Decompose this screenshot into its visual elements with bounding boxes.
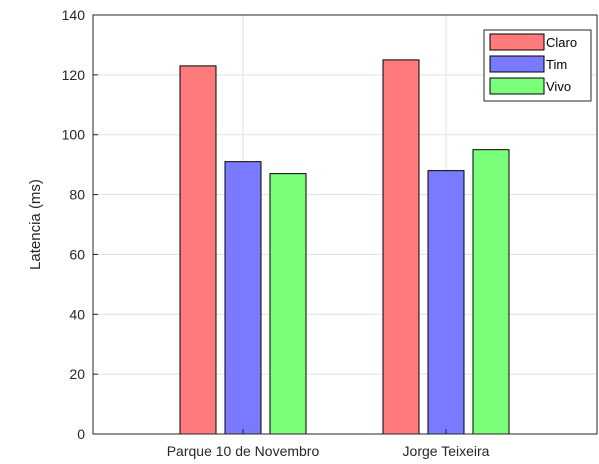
- bars-group: [179, 59, 510, 435]
- x-axis-ticks: Parque 10 de Novembro Jorge Teixeira: [167, 429, 490, 459]
- legend: Claro Tim Vivo: [483, 29, 592, 102]
- y-axis-label: Latencia (ms): [27, 179, 44, 270]
- y-tick-label: 60: [69, 246, 85, 262]
- legend-swatch-claro: [489, 33, 545, 51]
- bar-vivo-0: [269, 173, 307, 435]
- legend-swatch-tim: [489, 55, 545, 73]
- bar-vivo-1: [472, 149, 510, 435]
- legend-swatch-vivo: [489, 77, 545, 95]
- y-tick-label: 0: [77, 426, 85, 442]
- y-tick-label: 80: [69, 187, 85, 203]
- bar-claro-1: [382, 59, 420, 435]
- y-axis-ticks: 0 20 40 60 80 100 120 140: [62, 7, 98, 442]
- bar-tim-0: [224, 161, 262, 435]
- bar-tim-1: [427, 170, 465, 435]
- y-tick-label: 40: [69, 306, 85, 322]
- x-tick-label: Parque 10 de Novembro: [167, 443, 320, 459]
- x-tick-label: Jorge Teixeira: [403, 443, 490, 459]
- legend-label-vivo: Vivo: [546, 79, 571, 94]
- bar-claro-0: [179, 65, 217, 435]
- legend-label-tim: Tim: [546, 57, 567, 72]
- legend-label-claro: Claro: [546, 35, 577, 50]
- y-tick-label: 140: [62, 7, 86, 23]
- y-tick-label: 120: [62, 67, 86, 83]
- plot-area-frame: [92, 14, 598, 435]
- y-tick-label: 20: [69, 366, 85, 382]
- y-tick-label: 100: [62, 127, 86, 143]
